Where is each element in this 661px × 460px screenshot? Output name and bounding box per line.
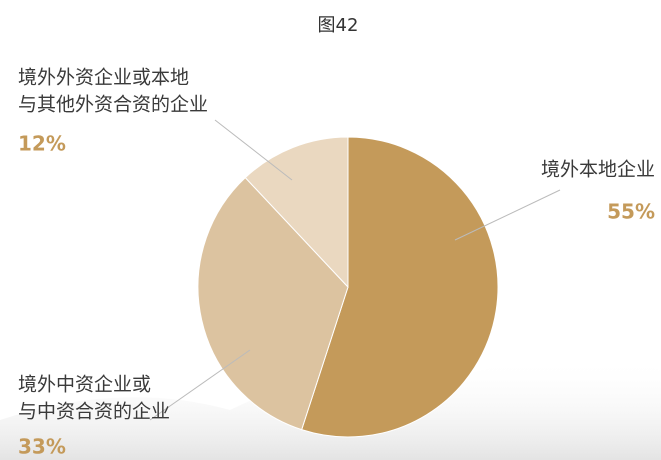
value-label: 55%: [607, 200, 655, 224]
category-label: 与中资合资的企业: [18, 401, 170, 423]
pie-slice: [197, 176, 349, 431]
category-label: 与其他外资合资的企业: [18, 94, 208, 116]
pie-slice: [244, 136, 349, 289]
pie-slice: [301, 136, 499, 438]
leader-line: [454, 189, 561, 241]
category-label: 境外本地企业: [541, 159, 655, 181]
category-label: 境外中资企业或: [18, 374, 151, 396]
pie: [197, 136, 499, 438]
leader-line: [149, 349, 251, 421]
category-label: 境外外资企业或本地: [18, 67, 189, 89]
chart-title: 图42: [318, 15, 359, 36]
value-label: 33%: [18, 435, 66, 459]
leader-line: [214, 119, 293, 181]
value-label: 12%: [18, 132, 66, 156]
